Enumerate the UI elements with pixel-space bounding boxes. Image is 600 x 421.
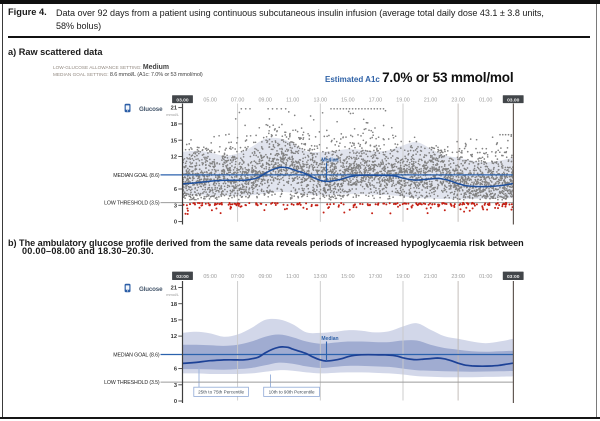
svg-text:25th to 75th Percentile: 25th to 75th Percentile xyxy=(198,390,244,395)
svg-text:15: 15 xyxy=(171,138,177,144)
svg-text:17.00: 17.00 xyxy=(369,98,383,104)
svg-text:18: 18 xyxy=(171,122,177,128)
svg-text:01.00: 01.00 xyxy=(479,98,493,104)
svg-text:17:00: 17:00 xyxy=(369,274,383,280)
svg-text:0: 0 xyxy=(174,220,177,226)
svg-text:18: 18 xyxy=(171,302,177,308)
svg-text:19.00: 19.00 xyxy=(396,98,410,104)
svg-text:21:00: 21:00 xyxy=(424,274,438,280)
svg-text:07.00: 07.00 xyxy=(231,98,245,104)
svg-text:Glucose: Glucose xyxy=(139,286,163,293)
svg-text:03.00: 03.00 xyxy=(176,97,189,103)
svg-text:13:00: 13:00 xyxy=(314,274,328,280)
svg-text:6: 6 xyxy=(174,367,177,373)
svg-text:21: 21 xyxy=(171,286,177,292)
svg-text:12: 12 xyxy=(171,334,177,340)
svg-text:15.00: 15.00 xyxy=(341,98,355,104)
svg-text:05.00: 05.00 xyxy=(203,98,217,104)
svg-text:3: 3 xyxy=(174,203,177,209)
svg-text:15:00: 15:00 xyxy=(341,274,355,280)
svg-text:12: 12 xyxy=(171,155,177,161)
svg-text:MEDIAN GOAL (8.6): MEDIAN GOAL (8.6) xyxy=(113,173,160,179)
svg-text:15: 15 xyxy=(171,318,177,324)
svg-text:3: 3 xyxy=(174,383,177,389)
svg-text:05:00: 05:00 xyxy=(203,274,217,280)
svg-text:11.00: 11.00 xyxy=(286,98,299,104)
svg-text:13.00: 13.00 xyxy=(314,98,328,104)
svg-text:09.00: 09.00 xyxy=(258,98,272,104)
svg-text:LOW THRESHOLD (3.5): LOW THRESHOLD (3.5) xyxy=(104,201,160,207)
svg-text:0: 0 xyxy=(174,399,177,405)
svg-text:Median: Median xyxy=(321,158,338,164)
svg-text:21: 21 xyxy=(171,106,177,112)
svg-text:mmol/L: mmol/L xyxy=(166,292,180,297)
svg-text:21.00: 21.00 xyxy=(424,98,438,104)
svg-text:LOW THRESHOLD (3.5): LOW THRESHOLD (3.5) xyxy=(104,380,160,386)
svg-text:MEDIAN GOAL (8.6): MEDIAN GOAL (8.6) xyxy=(113,352,160,358)
svg-text:01:00: 01:00 xyxy=(479,274,493,280)
svg-text:03.00: 03.00 xyxy=(507,97,520,103)
svg-text:23:00: 23:00 xyxy=(451,274,465,280)
svg-text:11:00: 11:00 xyxy=(286,274,299,280)
svg-text:09:00: 09:00 xyxy=(258,274,272,280)
svg-text:03:00: 03:00 xyxy=(176,274,189,280)
svg-text:Median: Median xyxy=(321,336,338,342)
svg-text:6: 6 xyxy=(174,187,177,193)
svg-text:03:00: 03:00 xyxy=(507,274,520,280)
svg-text:10th to 90th Percentile: 10th to 90th Percentile xyxy=(269,390,315,395)
svg-text:19:00: 19:00 xyxy=(396,274,410,280)
svg-text:mmol/L: mmol/L xyxy=(166,112,180,117)
svg-text:07:00: 07:00 xyxy=(231,274,245,280)
svg-text:Glucose: Glucose xyxy=(139,106,163,113)
svg-text:23.00: 23.00 xyxy=(451,98,465,104)
